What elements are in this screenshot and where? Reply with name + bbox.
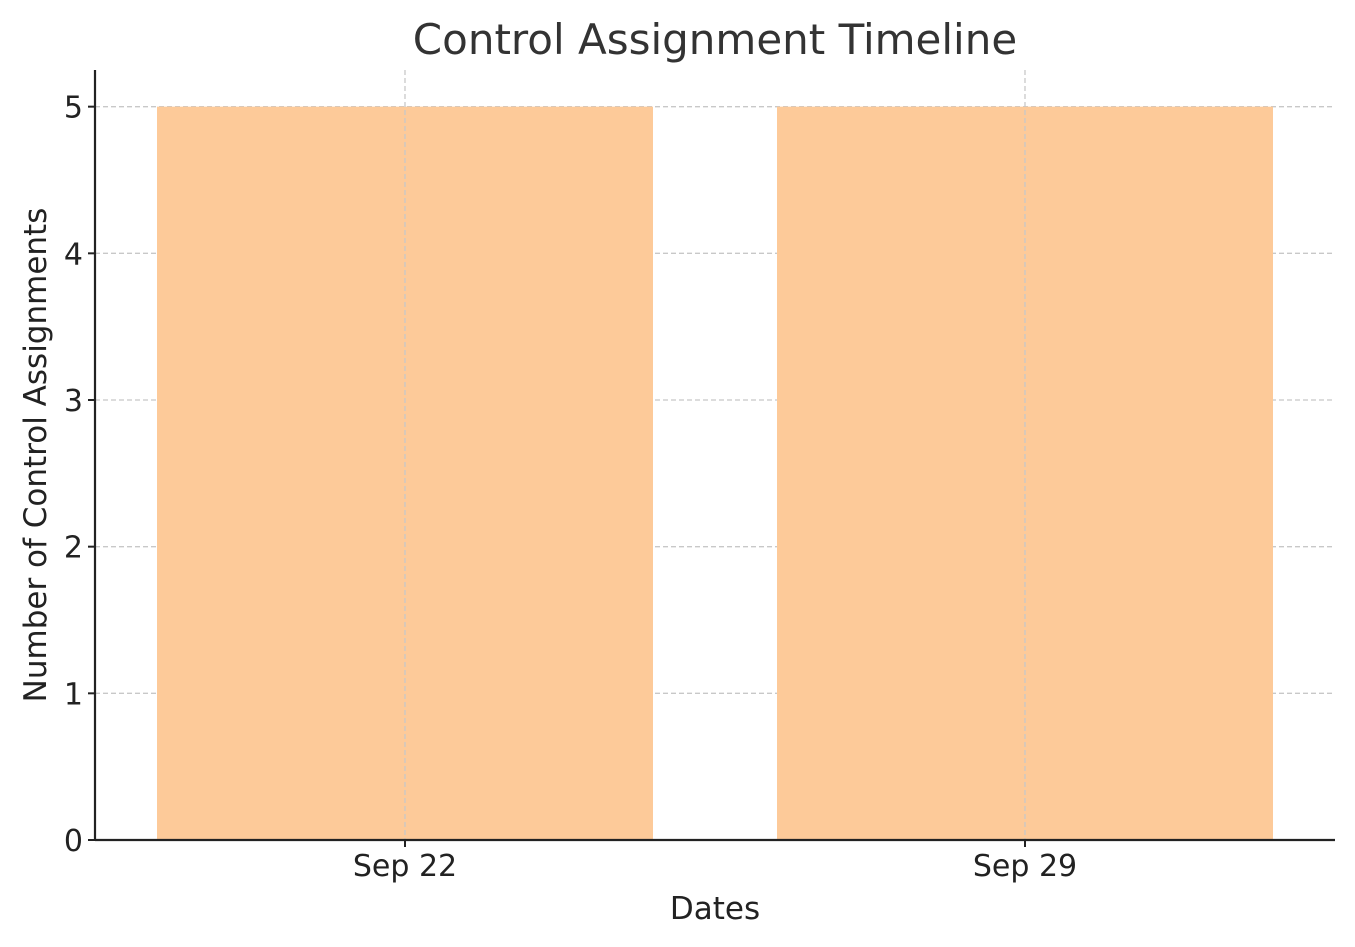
y-tick-label: 4 — [64, 237, 83, 272]
y-tick-label: 2 — [64, 531, 83, 566]
y-tick-label: 3 — [64, 384, 83, 419]
x-grid-lines — [404, 70, 1026, 840]
axes — [93, 70, 1335, 842]
y-axis-label: Number of Control Assignments — [18, 208, 54, 703]
x-tick-label: Sep 22 — [353, 849, 457, 884]
x-axis-label: Dates — [670, 891, 760, 927]
bars — [157, 106, 1273, 840]
tick-labels: 0 1 2 3 4 5 Sep 22 Sep 29 — [64, 91, 1077, 884]
chart-title: Control Assignment Timeline — [413, 15, 1017, 64]
y-tick-label: 5 — [64, 91, 83, 126]
y-tick-label: 1 — [64, 677, 83, 712]
x-tick-label: Sep 29 — [973, 849, 1077, 884]
y-tick-label: 0 — [64, 824, 83, 859]
